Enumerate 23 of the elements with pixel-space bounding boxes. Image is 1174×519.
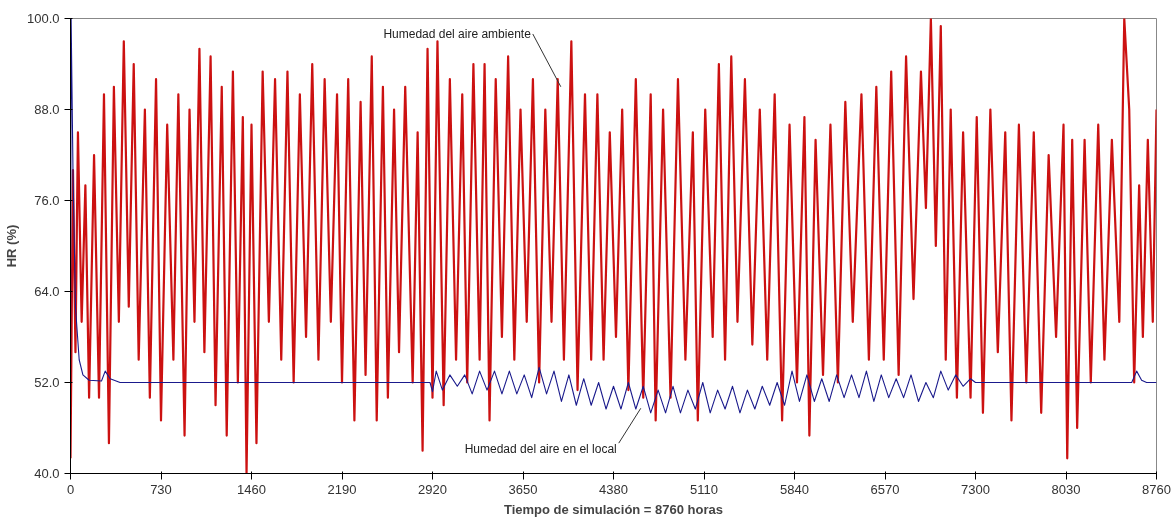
x-tick-label: 8030 (1051, 481, 1081, 497)
x-tick-label: 730 (150, 481, 172, 497)
y-tick-label: 40.0 (34, 466, 60, 481)
y-tick-label: 52.0 (34, 375, 60, 390)
y-tick-label: 64.0 (34, 284, 60, 299)
annotation: Humedad del aire ambiente (383, 26, 532, 41)
y-tick-label: 76.0 (34, 193, 60, 208)
x-tick-label: 2190 (327, 481, 357, 497)
x-tick-label: 8760 (1142, 481, 1171, 497)
x-tick-label: 4380 (599, 481, 628, 497)
annotation: Humedad del aire en el local (464, 442, 617, 457)
x-tick-label: 2920 (418, 481, 447, 497)
x-tick-label: 1460 (237, 481, 266, 497)
x-tick-label: 0 (66, 481, 75, 497)
y-tick-label: 100.0 (26, 11, 60, 26)
x-axis-title: Tiempo de simulación = 8760 horas (503, 501, 724, 517)
x-tick-label: 6570 (870, 481, 900, 497)
x-tick-label: 5840 (780, 481, 809, 497)
x-tick-label: 5110 (690, 481, 718, 497)
y-axis-title: HR (%) (3, 224, 19, 268)
x-tick-label: 3650 (508, 481, 538, 497)
y-tick-label: 88.0 (34, 102, 60, 117)
x-tick-label: 7300 (961, 481, 990, 497)
